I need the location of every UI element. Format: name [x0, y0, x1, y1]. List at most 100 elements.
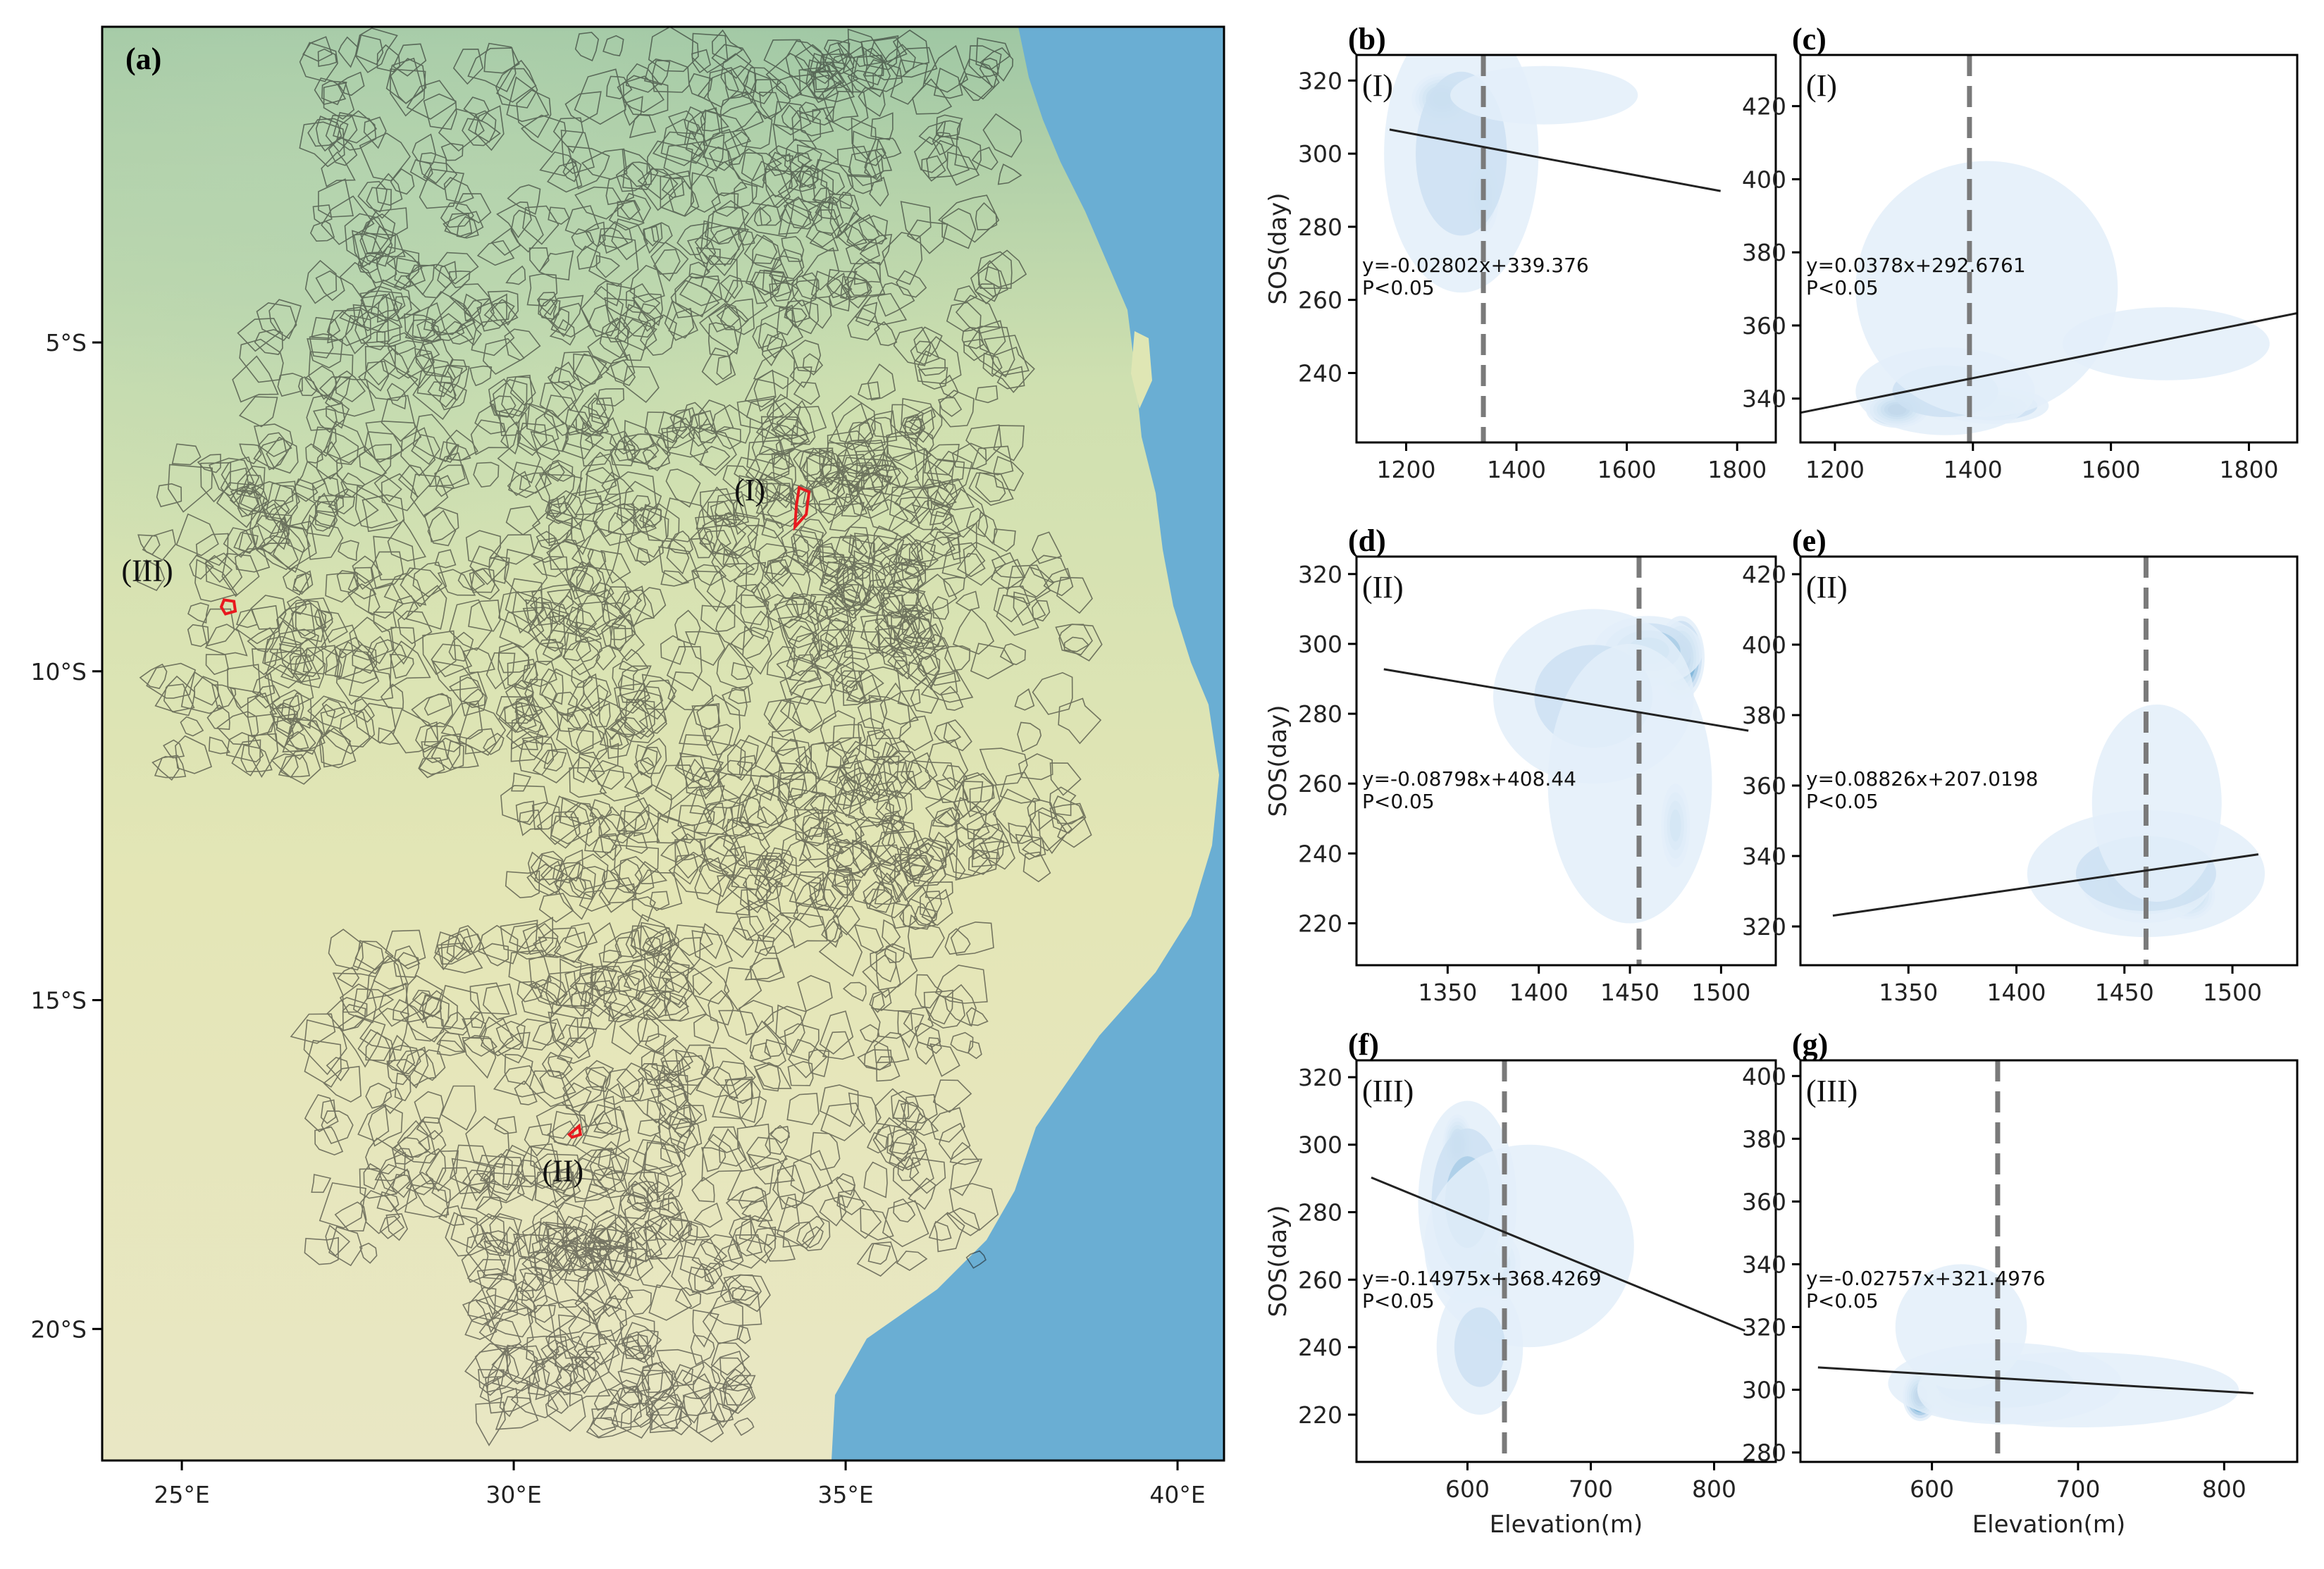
catchment-polygon	[280, 749, 321, 785]
catchment-polygon	[724, 280, 768, 323]
y-tick-label: 380	[1742, 702, 1786, 729]
catchment-polygon	[577, 922, 622, 970]
catchment-polygon	[507, 658, 538, 690]
catchment-polygon	[701, 1134, 743, 1182]
catchment-polygon	[552, 117, 584, 154]
catchment-polygon	[972, 823, 1010, 860]
catchment-polygon	[304, 1039, 342, 1088]
catchment-polygon	[545, 971, 578, 1015]
catchment-polygon	[342, 1003, 366, 1031]
catchment-polygon	[262, 635, 302, 679]
catchment-polygon	[856, 1241, 898, 1277]
catchment-polygon	[538, 893, 574, 923]
catchment-polygon	[475, 1196, 502, 1220]
catchment-polygon	[592, 492, 623, 538]
catchment-polygon	[311, 476, 340, 507]
catchment-polygon	[424, 507, 459, 542]
catchment-polygon	[576, 245, 600, 270]
catchment-polygon	[993, 425, 1025, 461]
catchment-polygon	[691, 930, 734, 968]
catchment-polygon	[963, 541, 1006, 586]
catchment-polygon	[584, 814, 620, 853]
catchment-polygon	[808, 201, 844, 237]
catchment-polygon	[355, 34, 384, 66]
catchment-polygon	[757, 781, 800, 826]
catchment-polygon	[571, 990, 596, 1017]
regression-equation: y=-0.02757x+321.4976	[1806, 1267, 2046, 1290]
catchment-polygon	[872, 586, 926, 619]
catchment-polygon	[378, 982, 409, 1027]
catchment-polygon	[853, 758, 886, 792]
catchment-polygon	[552, 1110, 588, 1147]
catchment-polygon	[724, 927, 754, 959]
catchment-polygon	[699, 445, 731, 471]
catchment-polygon	[389, 654, 414, 679]
catchment-polygon	[693, 1202, 723, 1228]
catchment-polygon	[402, 1046, 429, 1089]
catchment-polygon	[950, 921, 994, 956]
catchment-polygon	[437, 569, 476, 596]
catchment-polygon	[701, 347, 736, 386]
catchment-polygon	[760, 565, 808, 613]
catchment-polygon	[313, 408, 338, 433]
catchment-polygon	[874, 321, 898, 347]
catchment-polygon	[970, 643, 1014, 680]
catchment-polygon	[292, 572, 309, 595]
catchment-polygon	[770, 399, 816, 445]
catchment-polygon	[596, 1222, 631, 1251]
catchment-polygon	[649, 891, 670, 912]
catchment-polygon	[475, 1401, 506, 1446]
catchment-polygon	[585, 452, 621, 484]
catchment-polygon	[999, 771, 1042, 804]
catchment-polygon	[975, 201, 998, 230]
panel-label-a: (a)	[125, 42, 161, 76]
catchment-polygon	[376, 295, 403, 323]
catchment-polygon	[529, 1304, 556, 1323]
catchment-polygon	[808, 593, 849, 624]
regression-line	[1817, 1366, 2254, 1395]
catchment-polygon	[434, 464, 470, 490]
catchment-polygon	[700, 1047, 748, 1086]
catchment-polygon	[764, 746, 809, 786]
catchment-polygon	[660, 426, 696, 449]
catchment-polygon	[202, 608, 235, 647]
regression-line	[1389, 128, 1721, 192]
catchment-polygon	[510, 1384, 559, 1419]
p-value: P<0.05	[1362, 1289, 1435, 1313]
catchment-polygon	[709, 1286, 762, 1327]
catchment-polygon	[543, 750, 567, 771]
catchment-polygon	[353, 697, 375, 723]
catchment-polygon	[886, 771, 917, 799]
catchment-polygon	[440, 202, 475, 228]
y-tick-label: 280	[1742, 1439, 1786, 1467]
catchment-polygon	[513, 1234, 550, 1264]
catchment-polygon	[650, 1085, 697, 1127]
catchment-polygon	[540, 668, 585, 723]
y-tick-label: 320	[1742, 913, 1786, 941]
catchment-polygon	[941, 488, 985, 538]
catchment-polygon	[840, 661, 884, 700]
catchment-polygon	[624, 964, 648, 986]
catchment-polygon	[783, 197, 822, 230]
catchment-polygon	[251, 515, 290, 551]
catchment-polygon	[603, 986, 637, 1021]
catchment-polygon	[887, 646, 920, 680]
catchment-polygon	[393, 999, 428, 1023]
catchment-polygon	[910, 677, 939, 714]
catchment-polygon	[827, 628, 853, 667]
catchment-polygon	[650, 960, 690, 1005]
catchment-polygon	[315, 116, 342, 152]
catchment-polygon	[315, 500, 338, 529]
catchment-polygon	[368, 1105, 403, 1147]
catchment-polygon	[568, 1017, 595, 1044]
catchment-polygon	[924, 633, 950, 651]
catchment-polygon	[180, 671, 224, 714]
catchment-polygon	[658, 546, 700, 584]
catchment-polygon	[711, 542, 755, 583]
catchment-polygon	[400, 567, 443, 607]
catchment-polygon	[779, 549, 809, 576]
catchment-polygon	[448, 270, 471, 289]
catchment-polygon	[693, 796, 741, 835]
catchment-polygon	[358, 358, 419, 402]
catchment-polygon	[810, 792, 835, 814]
